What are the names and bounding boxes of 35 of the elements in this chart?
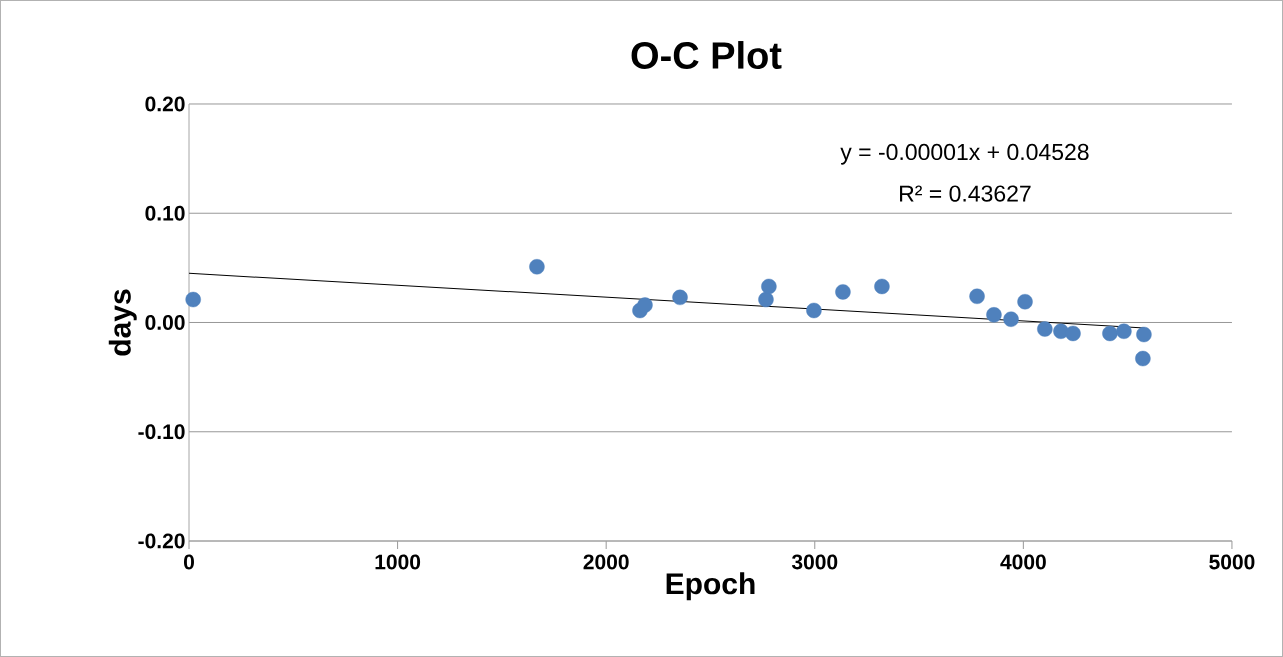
x-tick-label: 2000 bbox=[583, 554, 629, 570]
x-tick-label: 1000 bbox=[375, 554, 421, 570]
annotation: R² = 0.43627 bbox=[900, 185, 1031, 202]
point bbox=[1135, 350, 1151, 367]
point bbox=[874, 278, 890, 295]
y-axis-title: days bbox=[108, 289, 137, 356]
point bbox=[969, 288, 985, 304]
point bbox=[1017, 294, 1033, 310]
x-axis-title: Epoch bbox=[666, 572, 755, 601]
point bbox=[1065, 325, 1081, 342]
y-tick-label: -0.10 bbox=[138, 424, 185, 440]
point bbox=[185, 291, 201, 308]
point bbox=[1116, 323, 1132, 339]
point bbox=[1037, 321, 1053, 337]
y-tick-label: 0.20 bbox=[145, 96, 185, 112]
y-tick-label: 0.10 bbox=[145, 205, 185, 221]
x-tick-label: 3000 bbox=[791, 554, 838, 570]
y-tick-label: -0.20 bbox=[138, 533, 185, 549]
annotation: y = -0.00001x + 0.04528 bbox=[840, 143, 1089, 165]
point bbox=[986, 307, 1002, 323]
y-tick-label: 0.00 bbox=[145, 315, 185, 330]
point bbox=[637, 297, 653, 313]
x-tick-label: 4000 bbox=[1000, 554, 1046, 570]
point bbox=[529, 259, 545, 275]
point bbox=[806, 302, 822, 319]
point bbox=[1136, 326, 1152, 343]
point bbox=[835, 284, 851, 300]
point bbox=[761, 278, 777, 295]
point bbox=[1003, 311, 1019, 327]
x-tick-label: 0 bbox=[183, 554, 194, 570]
point bbox=[1102, 325, 1118, 342]
point bbox=[758, 291, 774, 308]
point bbox=[672, 289, 688, 306]
chart-title: O-C Plot bbox=[631, 41, 782, 69]
x-tick-label: 5000 bbox=[1209, 554, 1255, 570]
